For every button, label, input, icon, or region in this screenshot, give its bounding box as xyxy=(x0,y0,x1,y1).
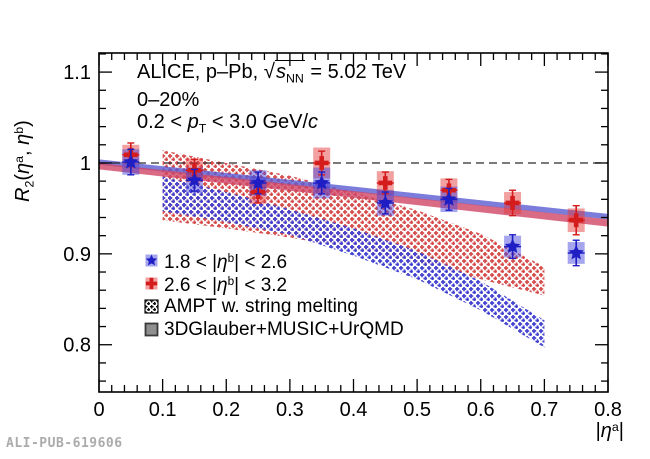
svg-text:0.7: 0.7 xyxy=(530,399,558,421)
svg-text:0.2: 0.2 xyxy=(212,399,240,421)
svg-text:0.4: 0.4 xyxy=(340,399,368,421)
legend-hatch-band-icon xyxy=(144,299,159,314)
x-axis-label: |ηa| xyxy=(595,420,624,443)
svg-text:1: 1 xyxy=(80,153,91,175)
svg-text:1.1: 1.1 xyxy=(63,62,91,84)
svg-text:0.8: 0.8 xyxy=(63,335,91,357)
legend-row-3dglauber: 3DGlauber+MUSIC+UrQMD xyxy=(144,318,404,341)
legend-label-red: 2.6 < |ηb| < 3.2 xyxy=(164,274,288,296)
y-axis-label: R2(ηa, ηb) xyxy=(12,120,37,202)
annotation-pt-range: 0.2 < pT < 3.0 GeV/c xyxy=(137,111,319,136)
svg-text:0.9: 0.9 xyxy=(63,244,91,266)
legend-label-blue: 1.8 < |ηb| < 2.6 xyxy=(164,251,288,273)
annotation-centrality: 0–20% xyxy=(137,89,200,112)
legend-label-ampt: AMPT w. string melting xyxy=(164,296,358,317)
legend-gray-band-icon xyxy=(144,322,159,337)
svg-text:0.5: 0.5 xyxy=(403,399,431,421)
svg-text:0.6: 0.6 xyxy=(467,399,495,421)
svg-text:0.1: 0.1 xyxy=(149,399,177,421)
annotation-block: ALICE, p–Pb, √sNN = 5.02 TeV 0–20% 0.2 <… xyxy=(137,60,407,140)
watermark-label: ALI-PUB-619606 xyxy=(6,436,123,451)
legend: 1.8 < |ηb| < 2.6 2.6 < |ηb| < 3.2 AMPT w… xyxy=(144,249,404,341)
legend-row-red: 2.6 < |ηb| < 3.2 xyxy=(144,272,404,296)
svg-text:0: 0 xyxy=(93,399,104,421)
legend-marker-blue-star-icon xyxy=(145,254,158,267)
legend-marker-red-cross-icon xyxy=(145,277,158,290)
svg-text:0.3: 0.3 xyxy=(276,399,304,421)
legend-row-ampt: AMPT w. string melting xyxy=(144,295,404,318)
legend-label-3dglauber: 3DGlauber+MUSIC+UrQMD xyxy=(164,319,404,340)
annotation-system: ALICE, p–Pb, √sNN = 5.02 TeV xyxy=(137,60,407,86)
svg-text:0.8: 0.8 xyxy=(594,399,622,421)
legend-row-blue: 1.8 < |ηb| < 2.6 xyxy=(144,249,404,273)
